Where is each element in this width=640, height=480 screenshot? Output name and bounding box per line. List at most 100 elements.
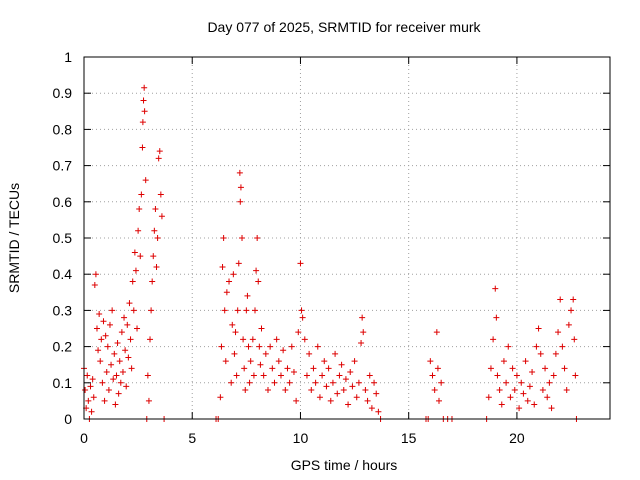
- data-point: [353, 394, 360, 401]
- data-point: [303, 372, 310, 379]
- data-point: [104, 343, 111, 350]
- data-point: [548, 405, 555, 412]
- data-point: [91, 282, 98, 289]
- data-point: [295, 329, 302, 336]
- data-point: [345, 401, 352, 408]
- data-point: [503, 379, 510, 386]
- data-point: [84, 372, 91, 379]
- data-point: [99, 379, 106, 386]
- data-point: [108, 361, 115, 368]
- data-point: [520, 390, 527, 397]
- data-point: [144, 372, 151, 379]
- data-point: [544, 394, 551, 401]
- data-point: [522, 358, 529, 365]
- data-point: [222, 358, 229, 365]
- data-point: [114, 339, 121, 346]
- data-point: [494, 372, 501, 379]
- data-point: [496, 387, 503, 394]
- data-point: [155, 155, 162, 162]
- y-tick-label: 0.2: [53, 339, 73, 355]
- data-point: [254, 235, 261, 241]
- data-point: [253, 267, 260, 274]
- data-point: [498, 401, 505, 408]
- data-point: [277, 372, 284, 379]
- data-point: [358, 339, 365, 346]
- y-axis-label: SRMTID / TECUs: [6, 183, 22, 293]
- data-point: [158, 213, 165, 220]
- grid-lines: [84, 57, 610, 419]
- data-point: [87, 383, 94, 390]
- data-point: [85, 397, 92, 404]
- x-tick-label: 10: [293, 430, 309, 446]
- x-tick-label: 15: [401, 430, 417, 446]
- data-point: [362, 387, 369, 394]
- data-point: [342, 376, 349, 383]
- data-point: [260, 372, 267, 379]
- data-point: [255, 278, 262, 285]
- chart-title: Day 077 of 2025, SRMTID for receiver mur…: [207, 19, 481, 35]
- data-point: [229, 321, 236, 328]
- data-point: [137, 253, 144, 260]
- data-point: [273, 336, 280, 343]
- data-point: [96, 311, 103, 318]
- data-point: [434, 365, 441, 372]
- data-point: [123, 383, 130, 390]
- y-axis-ticks: 0 0.1 0.2 0.3 0.4 0.5 0.6 0.7 0.8 0.9 1: [53, 49, 610, 427]
- data-point: [493, 314, 500, 321]
- data-point: [151, 227, 158, 234]
- y-tick-label: 1: [64, 49, 72, 65]
- data-point: [237, 198, 244, 205]
- data-point: [431, 387, 438, 394]
- y-tick-label: 0.9: [53, 85, 73, 101]
- data-point: [329, 379, 336, 386]
- data-point: [129, 278, 136, 285]
- data-point: [122, 347, 129, 354]
- data-point: [539, 387, 546, 394]
- data-point: [338, 361, 345, 368]
- data-point: [242, 387, 249, 394]
- data-point: [239, 235, 246, 241]
- data-point: [142, 177, 149, 184]
- data-point: [97, 358, 104, 365]
- data-point: [139, 144, 146, 151]
- data-point: [557, 296, 564, 303]
- data-point: [509, 365, 516, 372]
- data-point: [552, 350, 559, 357]
- data-point: [234, 307, 241, 314]
- data-point: [546, 379, 553, 386]
- data-point: [117, 379, 124, 386]
- data-point: [375, 408, 382, 415]
- data-point: [112, 401, 119, 408]
- data-point: [513, 372, 520, 379]
- data-point: [82, 387, 89, 394]
- data-point: [529, 368, 536, 375]
- data-point: [101, 397, 108, 404]
- data-point: [92, 271, 99, 278]
- data-point: [435, 397, 442, 404]
- data-point: [145, 397, 152, 404]
- data-point: [306, 350, 313, 357]
- data-point: [130, 307, 137, 314]
- data-point: [220, 235, 227, 241]
- data-point: [321, 358, 328, 365]
- data-point: [284, 365, 291, 372]
- data-point: [135, 227, 142, 234]
- data-point: [433, 329, 440, 336]
- data-point: [349, 383, 356, 390]
- data-point: [537, 350, 544, 357]
- data-point: [90, 394, 97, 401]
- data-point: [429, 372, 436, 379]
- data-point: [232, 329, 239, 336]
- data-point: [332, 350, 339, 357]
- data-point: [139, 119, 146, 126]
- data-point: [111, 350, 118, 357]
- data-point: [505, 343, 512, 350]
- data-point: [126, 300, 133, 307]
- data-point: [264, 387, 271, 394]
- data-point: [228, 379, 235, 386]
- data-point: [236, 169, 243, 176]
- data-point: [233, 372, 240, 379]
- data-point: [490, 336, 497, 343]
- data-point: [235, 260, 242, 267]
- data-point: [103, 368, 110, 375]
